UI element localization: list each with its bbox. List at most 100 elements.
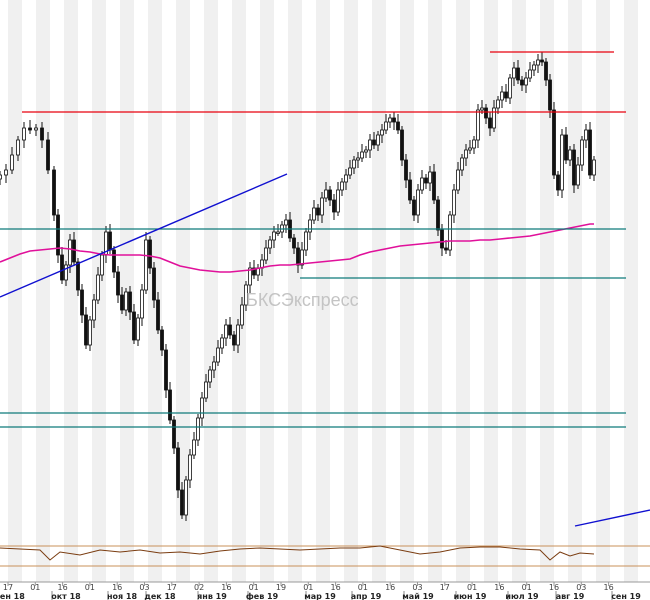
candle-body <box>468 147 472 151</box>
candle-body <box>316 207 320 216</box>
candle-body <box>432 171 436 201</box>
candle-body <box>492 107 496 129</box>
candle-body <box>220 337 224 349</box>
candle-body <box>400 129 404 161</box>
x-month-label: окт 18 <box>51 592 81 600</box>
candle-body <box>340 181 344 191</box>
candle-body <box>592 159 596 176</box>
candle-body <box>28 127 32 131</box>
candle-body <box>524 77 528 86</box>
candle-body <box>88 319 92 346</box>
x-day-tick: 16 <box>549 583 559 592</box>
candle-body <box>100 254 104 276</box>
candle-body <box>248 267 252 286</box>
candle-body <box>424 177 428 184</box>
candle-body <box>472 139 476 149</box>
candle-body <box>356 157 360 161</box>
candle-body <box>284 219 288 226</box>
candle-body <box>252 267 256 276</box>
candle-body <box>64 264 68 281</box>
candle-body <box>376 134 380 146</box>
x-day-tick: 16 <box>385 583 395 592</box>
candle-body <box>4 169 8 176</box>
candle-body <box>476 109 480 141</box>
candle-body <box>10 154 14 171</box>
candle-body <box>176 447 180 491</box>
x-day-tick: 01 <box>522 583 532 592</box>
candle-body <box>148 239 152 269</box>
trendlines <box>0 173 650 527</box>
candle-body <box>336 189 340 213</box>
candle-body <box>484 107 488 119</box>
horizontal-levels <box>0 51 626 428</box>
candle-body <box>452 189 456 216</box>
price-candles <box>0 52 596 521</box>
candle-body <box>568 149 572 161</box>
week-band <box>540 0 554 582</box>
week-band <box>400 0 414 582</box>
candle-body <box>456 169 460 191</box>
candle-body <box>204 381 208 399</box>
candle-body <box>396 121 400 131</box>
x-month-label: сен 18 <box>0 592 25 600</box>
candle-body <box>392 117 396 123</box>
candle-body <box>324 189 328 199</box>
candle-body <box>136 317 140 341</box>
watermark: БКСЭкспресс <box>246 290 359 310</box>
x-month-label: июн 19 <box>454 592 487 600</box>
candle-body <box>16 139 20 156</box>
candle-body <box>196 417 200 441</box>
candle-body <box>496 99 500 109</box>
candle-body <box>516 67 520 81</box>
week-band <box>512 0 526 582</box>
oscillator-line <box>0 545 595 561</box>
candle-body <box>72 239 76 263</box>
candle-body <box>308 219 312 233</box>
candle-body <box>388 117 392 123</box>
candle-body <box>268 239 272 249</box>
candle-body <box>532 64 536 71</box>
candle-body <box>116 271 120 296</box>
candle-body <box>128 291 132 313</box>
week-band <box>64 0 78 582</box>
x-day-tick: 01 <box>358 583 368 592</box>
candle-body <box>556 174 560 191</box>
candle-body <box>416 189 420 216</box>
x-day-tick: 01 <box>249 583 259 592</box>
candle-body <box>304 231 308 251</box>
week-band <box>232 0 246 582</box>
candle-body <box>412 199 416 216</box>
candle-body <box>80 289 84 316</box>
candle-body <box>448 214 452 251</box>
x-day-tick: 16 <box>604 583 614 592</box>
candle-body <box>332 199 336 213</box>
week-band <box>372 0 386 582</box>
x-day-tick: 16 <box>58 583 68 592</box>
x-month-label: май 19 <box>402 592 434 600</box>
candle-body <box>296 247 300 266</box>
week-band <box>624 0 638 582</box>
week-band <box>316 0 330 582</box>
x-day-tick: 01 <box>467 583 477 592</box>
candle-body <box>512 67 516 79</box>
candle-body <box>0 174 2 180</box>
candle-body <box>34 127 38 131</box>
week-band <box>176 0 190 582</box>
week-band <box>120 0 134 582</box>
candle-body <box>504 91 508 99</box>
x-month-label: авг 19 <box>556 592 585 600</box>
candle-body <box>360 151 364 159</box>
candle-body <box>300 249 304 266</box>
candle-body <box>464 149 468 159</box>
candle-body <box>46 139 50 171</box>
x-day-tick: 16 <box>331 583 341 592</box>
week-band <box>456 0 470 582</box>
candle-body <box>56 214 60 256</box>
candle-body <box>372 139 376 146</box>
candle-body <box>380 129 384 136</box>
candle-body <box>160 329 164 351</box>
candle-body <box>68 239 72 266</box>
candle-body <box>572 149 576 186</box>
candle-body <box>212 361 216 371</box>
candle-body <box>60 254 64 281</box>
